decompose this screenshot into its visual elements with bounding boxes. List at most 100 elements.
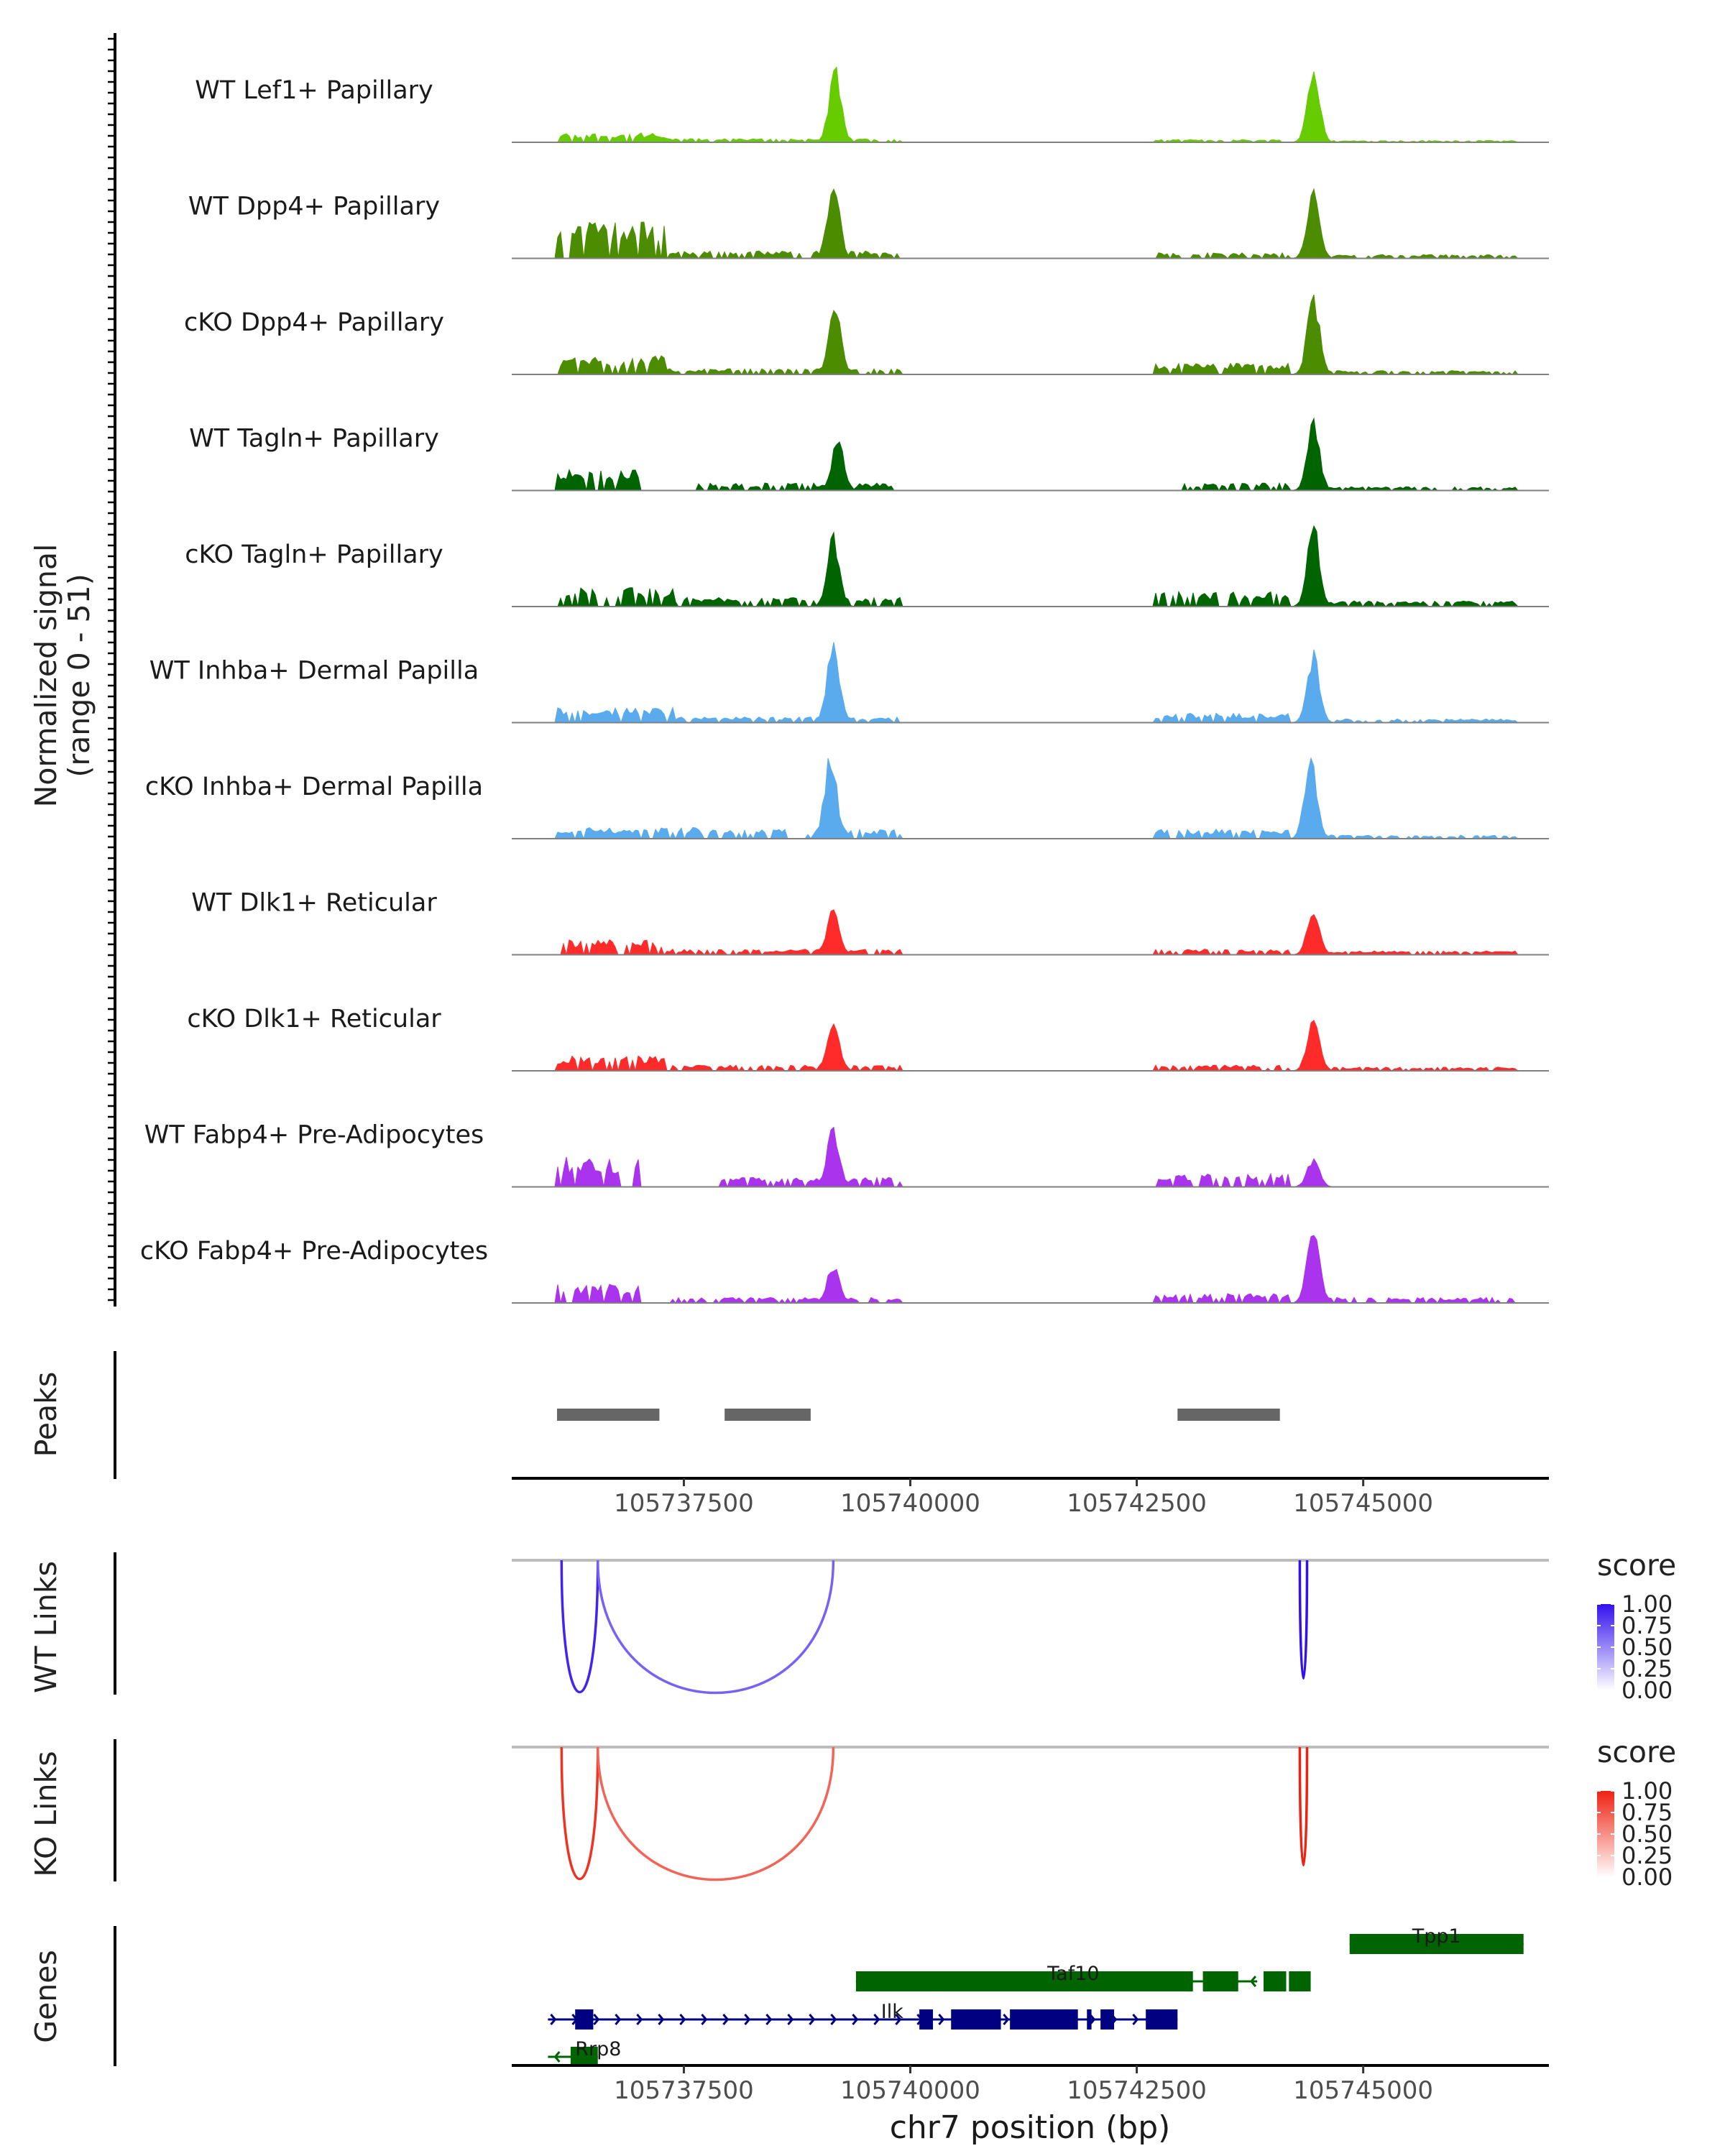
peak-region bbox=[1177, 1409, 1280, 1421]
x-tick-label: 105742500 bbox=[1067, 1489, 1207, 1518]
link-arc bbox=[596, 1746, 835, 1881]
strand-arrow bbox=[852, 2014, 859, 2025]
legend-tick-label: 0.25 bbox=[1622, 1842, 1673, 1869]
coverage-track: cKO Tagln+ Papillary bbox=[185, 525, 1549, 608]
gene-exon bbox=[1202, 1971, 1238, 1991]
gene-name: Rrp8 bbox=[575, 2038, 621, 2060]
track-label: WT Dpp4+ Papillary bbox=[188, 193, 440, 221]
legend-tick-label: 0.75 bbox=[1622, 1799, 1673, 1826]
strand-arrow bbox=[1249, 1976, 1257, 1987]
gene-exon bbox=[1289, 1971, 1311, 1991]
signal-area bbox=[512, 1126, 1549, 1189]
gene-exon bbox=[951, 2009, 1001, 2030]
coverage-y-axis-title: Normalized signal bbox=[29, 544, 63, 808]
strand-arrow bbox=[1003, 2014, 1010, 2025]
peaks-track-label: Peaks bbox=[29, 1372, 63, 1457]
peak-region bbox=[557, 1409, 660, 1421]
coverage-track: cKO Inhba+ Dermal Papilla bbox=[145, 757, 1549, 840]
legend-tick-label: 0.50 bbox=[1622, 1820, 1673, 1848]
peak-region bbox=[724, 1409, 811, 1421]
legend-tick-label: 0.25 bbox=[1622, 1655, 1673, 1682]
strand-arrow bbox=[593, 2014, 600, 2025]
gene-exon bbox=[1146, 2009, 1178, 2030]
x-tick-label: 105740000 bbox=[840, 1489, 980, 1518]
track-label: WT Tagln+ Papillary bbox=[189, 425, 439, 453]
strand-arrow bbox=[765, 2014, 773, 2025]
coverage-track: cKO Dpp4+ Papillary bbox=[184, 294, 1549, 376]
strand-arrow bbox=[553, 2051, 561, 2063]
strand-arrow bbox=[658, 2014, 665, 2025]
x-tick-label: 105740000 bbox=[840, 2076, 980, 2105]
gene-exon bbox=[919, 2009, 934, 2030]
gene-exon bbox=[1349, 1934, 1524, 1954]
link-track-label: WT Links bbox=[29, 1561, 63, 1693]
strand-arrow bbox=[1132, 2014, 1139, 2025]
track-label: WT Dlk1+ Reticular bbox=[191, 889, 437, 918]
legend-tick-label: 0.75 bbox=[1622, 1612, 1673, 1639]
gene-model: Rrp8 bbox=[548, 2038, 621, 2067]
strand-arrow bbox=[809, 2014, 816, 2025]
coverage-track: cKO Fabp4+ Pre-Adipocytes bbox=[140, 1235, 1549, 1304]
coverage-track: WT Fabp4+ Pre-Adipocytes bbox=[144, 1121, 1549, 1189]
signal-area bbox=[512, 642, 1549, 724]
strand-arrow bbox=[679, 2014, 686, 2025]
strand-arrow bbox=[636, 2014, 643, 2025]
x-tick-label: 105737500 bbox=[614, 1489, 754, 1518]
strand-arrow bbox=[830, 2014, 837, 2025]
signal-area bbox=[512, 1235, 1549, 1304]
genes-panel: Genes Tpp1 Taf10 Ilk Rrp8 105737500 105740000 1… bbox=[29, 1925, 1549, 2146]
x-tick-label: 105737500 bbox=[614, 2076, 754, 2105]
x-tick-label: 105742500 bbox=[1067, 2076, 1207, 2105]
link-track-label: KO Links bbox=[29, 1751, 63, 1876]
signal-area bbox=[512, 909, 1549, 957]
link-track: WT Links score 1.000.750.500.250.00 bbox=[29, 1548, 1676, 1704]
x-tick-label: 105745000 bbox=[1293, 2076, 1433, 2105]
legend-tick-label: 1.00 bbox=[1622, 1777, 1673, 1805]
track-label: cKO Dlk1+ Reticular bbox=[187, 1005, 441, 1033]
gene-name: Ilk bbox=[881, 2001, 903, 2023]
gene-model: Ilk bbox=[548, 2001, 1178, 2030]
legend-tick-label: 0.00 bbox=[1622, 1677, 1673, 1704]
legend-tick-label: 0.50 bbox=[1622, 1634, 1673, 1661]
coverage-track: cKO Dlk1+ Reticular bbox=[187, 1005, 1549, 1072]
gene-exon bbox=[570, 2047, 598, 2067]
x-axis-title: chr7 position (bp) bbox=[890, 2109, 1171, 2146]
coverage-track: WT Dlk1+ Reticular bbox=[191, 889, 1549, 957]
coverage-track: WT Lef1+ Papillary bbox=[195, 66, 1549, 144]
gene-exon bbox=[1264, 1971, 1287, 1991]
link-arc bbox=[560, 1560, 599, 1694]
track-label: cKO Dpp4+ Papillary bbox=[184, 308, 444, 337]
signal-area bbox=[512, 525, 1549, 608]
legend-title: score bbox=[1597, 1548, 1676, 1583]
gene-exon bbox=[1100, 2009, 1115, 2030]
gene-model: Tpp1 bbox=[1349, 1925, 1524, 1954]
track-label: WT Lef1+ Papillary bbox=[195, 76, 433, 105]
link-arc bbox=[560, 1746, 599, 1881]
track-label: WT Fabp4+ Pre-Adipocytes bbox=[144, 1121, 484, 1150]
legend-tick-label: 1.00 bbox=[1622, 1590, 1673, 1618]
gene-exon bbox=[575, 2009, 594, 2030]
track-label: WT Inhba+ Dermal Papilla bbox=[150, 657, 479, 686]
coverage-track: WT Inhba+ Dermal Papilla bbox=[150, 642, 1549, 724]
strand-arrow bbox=[722, 2014, 730, 2025]
coverage-panel: Normalized signal(range 0 - 51) WT Lef1+ … bbox=[29, 33, 1549, 1307]
link-track: KO Links score 1.000.750.500.250.00 bbox=[29, 1735, 1676, 1891]
strand-arrow bbox=[701, 2014, 708, 2025]
gene-exon bbox=[1087, 2009, 1092, 2030]
track-label: cKO Fabp4+ Pre-Adipocytes bbox=[140, 1237, 488, 1266]
score-legend: score 1.000.750.500.250.00 bbox=[1597, 1735, 1676, 1891]
legend-title: score bbox=[1597, 1735, 1676, 1769]
signal-area bbox=[512, 757, 1549, 840]
gene-exon bbox=[855, 1971, 1193, 1991]
signal-area bbox=[512, 188, 1549, 259]
genes-track-label: Genes bbox=[29, 1950, 63, 2043]
strand-arrow bbox=[895, 2014, 902, 2025]
strand-arrow bbox=[787, 2014, 794, 2025]
strand-arrow bbox=[615, 2014, 622, 2025]
gene-name: Taf10 bbox=[1046, 1963, 1099, 1985]
gene-model: Taf10 bbox=[855, 1963, 1311, 1991]
signal-area bbox=[512, 1019, 1549, 1072]
track-label: cKO Inhba+ Dermal Papilla bbox=[145, 773, 483, 801]
